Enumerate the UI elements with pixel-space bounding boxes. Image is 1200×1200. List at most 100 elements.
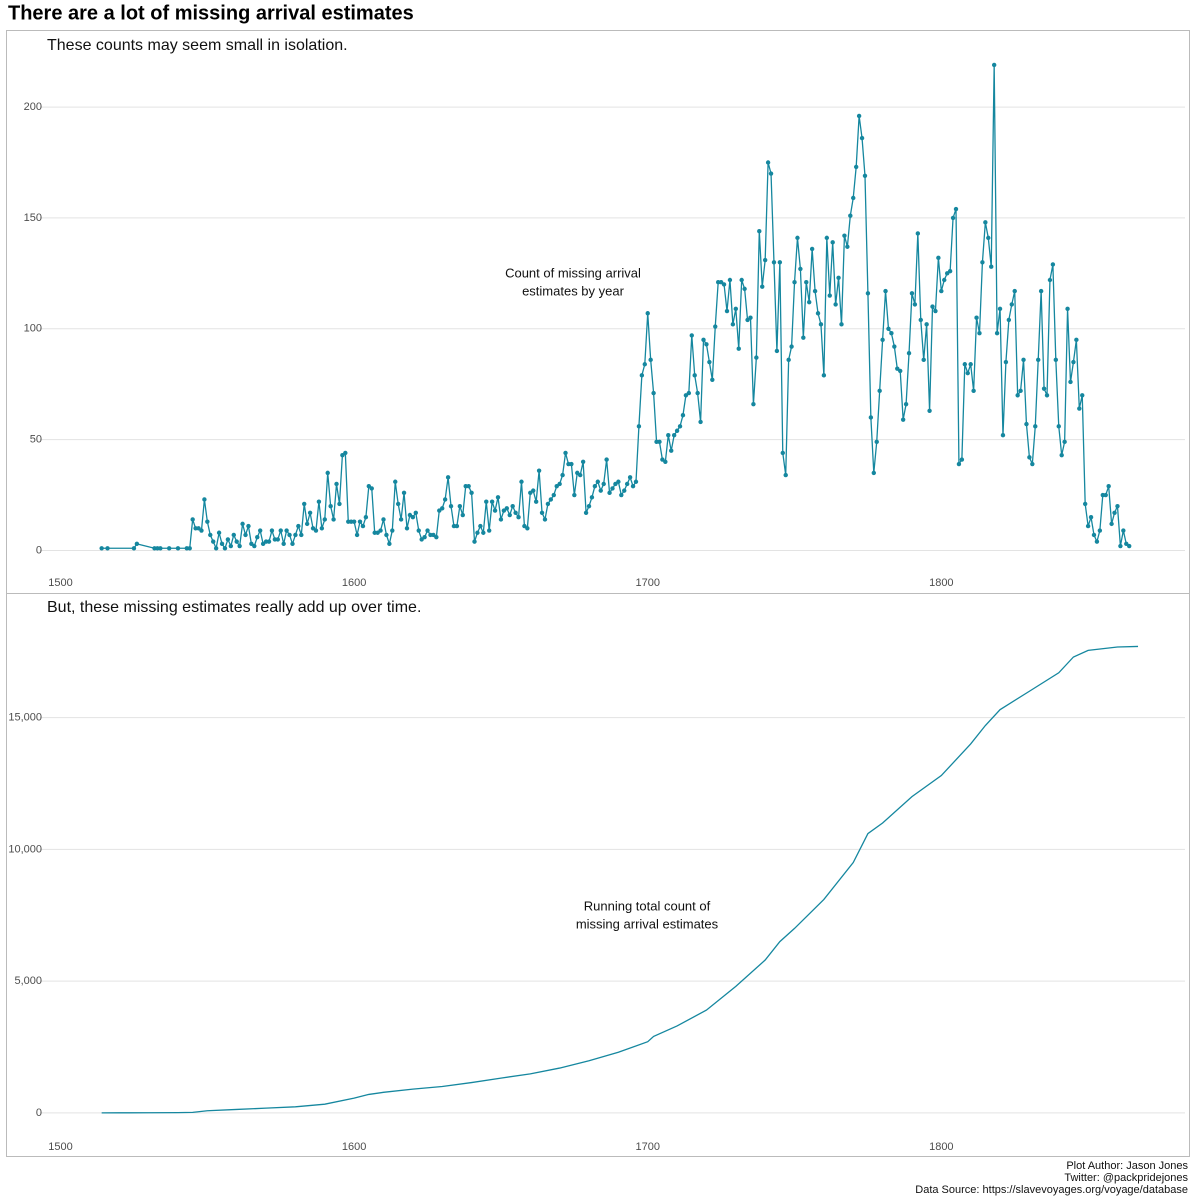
point <box>213 546 219 551</box>
point <box>595 479 601 484</box>
point <box>1056 424 1061 429</box>
point <box>780 450 785 456</box>
point <box>856 113 862 119</box>
point <box>707 359 712 365</box>
point <box>507 512 512 518</box>
point <box>531 488 536 493</box>
point <box>105 546 110 551</box>
point <box>669 448 674 453</box>
point <box>287 532 292 538</box>
point <box>686 390 692 396</box>
point <box>542 517 548 522</box>
point <box>804 280 809 285</box>
point <box>880 337 885 343</box>
point <box>757 229 762 234</box>
point <box>1097 528 1103 533</box>
point <box>240 521 245 527</box>
point <box>395 501 401 507</box>
point <box>246 523 251 529</box>
point <box>222 546 228 551</box>
point <box>398 517 404 522</box>
point <box>304 521 310 527</box>
point <box>721 282 727 287</box>
point <box>619 492 624 498</box>
point <box>334 481 339 487</box>
point <box>199 528 204 533</box>
point <box>302 501 307 507</box>
point <box>909 291 915 296</box>
point <box>792 280 797 285</box>
point <box>442 497 448 502</box>
point <box>871 470 876 476</box>
point <box>284 528 289 533</box>
point <box>592 483 598 489</box>
point <box>974 315 979 320</box>
point <box>765 160 771 165</box>
point <box>906 350 912 356</box>
point <box>648 357 653 363</box>
point <box>1062 439 1067 445</box>
point <box>980 260 985 265</box>
point <box>478 523 483 529</box>
point <box>413 510 418 515</box>
point <box>257 528 263 533</box>
point <box>393 479 398 484</box>
point <box>378 528 383 533</box>
point <box>202 497 207 502</box>
annotation: missing arrival estimates <box>576 916 719 931</box>
y-tick-label: 0 <box>36 544 42 556</box>
point <box>1050 262 1056 267</box>
point <box>798 266 803 272</box>
point <box>275 537 281 542</box>
point <box>519 479 524 484</box>
point <box>818 322 824 327</box>
point <box>580 459 586 464</box>
x-tick-label: 1700 <box>635 1141 659 1153</box>
point <box>219 541 225 547</box>
point <box>572 492 577 498</box>
point <box>642 362 647 367</box>
point <box>677 424 683 429</box>
point <box>848 213 853 218</box>
point <box>1018 388 1023 394</box>
footer: Data Source: https://slavevoyages.org/vo… <box>915 1184 1188 1196</box>
point <box>266 539 272 544</box>
point <box>815 311 821 316</box>
annotation: Count of missing arrival <box>505 265 641 280</box>
point <box>448 503 454 509</box>
point <box>1088 515 1094 520</box>
point <box>986 235 991 241</box>
point <box>695 390 700 396</box>
point <box>851 195 856 201</box>
y-tick-label: 150 <box>24 212 42 224</box>
point <box>290 541 295 547</box>
point <box>416 528 421 533</box>
point <box>390 528 395 533</box>
point <box>1112 510 1117 515</box>
subtitle: But, these missing estimates really add … <box>47 599 421 616</box>
y-tick-label: 50 <box>30 434 42 446</box>
point <box>663 459 668 464</box>
y-tick-label: 200 <box>24 101 42 113</box>
point <box>830 240 835 245</box>
point <box>956 461 962 467</box>
point <box>539 510 545 515</box>
point <box>827 293 832 298</box>
point <box>504 506 510 511</box>
point <box>557 481 562 487</box>
point <box>727 277 733 283</box>
point <box>853 164 859 170</box>
point <box>748 315 753 320</box>
point <box>237 543 242 549</box>
point <box>651 390 656 396</box>
line <box>101 645 1139 1114</box>
point <box>328 503 333 509</box>
point <box>1068 379 1073 385</box>
point <box>994 331 1000 336</box>
y-tick-label: 10,000 <box>8 843 42 855</box>
point <box>1106 483 1111 489</box>
point <box>1000 432 1006 438</box>
x-tick-label: 1800 <box>929 1141 953 1153</box>
